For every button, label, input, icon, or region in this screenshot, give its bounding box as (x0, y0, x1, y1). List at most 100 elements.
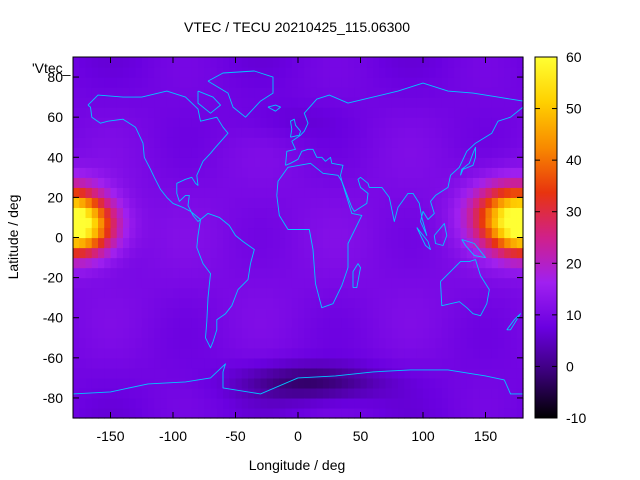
heat-cell (429, 267, 437, 279)
heat-cell (423, 287, 430, 299)
colorbar-tick-label: 50 (566, 101, 582, 117)
heat-cell (410, 57, 418, 68)
heat-cell (116, 117, 124, 128)
heat-cell (285, 237, 293, 249)
heat-cell (448, 397, 455, 409)
heat-cell (298, 177, 305, 188)
heat-cell (123, 387, 130, 399)
heat-cell (216, 77, 224, 88)
heat-cell (104, 237, 112, 249)
heat-cell (435, 107, 443, 118)
heat-cell (204, 227, 212, 239)
heat-cell (166, 157, 174, 168)
heat-cell (416, 177, 424, 188)
heat-cell (354, 237, 362, 249)
colorbar-tick-label: 20 (566, 255, 582, 271)
heat-cell (154, 147, 162, 158)
heat-cell (141, 147, 149, 158)
heat-cell (248, 287, 255, 299)
heat-cell (291, 107, 299, 118)
heat-cell (454, 367, 462, 379)
heat-cell (223, 247, 230, 259)
heat-cell (110, 347, 118, 359)
heat-cell (91, 87, 99, 98)
heat-cell (166, 327, 174, 339)
heat-cell (104, 357, 112, 369)
heat-cell (466, 297, 474, 309)
heat-cell (285, 287, 293, 299)
heat-cell (73, 137, 80, 148)
heat-cell (454, 387, 462, 399)
heat-cell (479, 267, 487, 279)
heat-cell (335, 77, 343, 88)
heat-cell (116, 107, 124, 118)
heat-cell (448, 277, 455, 289)
heat-cell (498, 147, 505, 158)
heat-cell (491, 317, 499, 329)
heat-cell (123, 347, 130, 359)
heat-cell (285, 157, 293, 168)
heat-cell (129, 157, 137, 168)
heat-cell (298, 287, 305, 299)
heat-cell (148, 117, 155, 128)
heat-cell (85, 287, 93, 299)
heat-cell (123, 247, 130, 259)
heat-cell (241, 137, 249, 148)
heat-cell (466, 267, 474, 279)
heat-cell (391, 137, 399, 148)
heat-cell (116, 327, 124, 339)
heat-cell (479, 147, 487, 158)
heat-cell (398, 397, 405, 409)
heat-cell (110, 317, 118, 329)
heat-cell (379, 237, 387, 249)
heat-cell (435, 387, 443, 399)
heat-cell (73, 377, 80, 389)
heat-cell (416, 97, 424, 108)
heat-cell (116, 407, 124, 419)
heat-cell (98, 207, 105, 219)
heat-cell (373, 367, 380, 379)
heat-cell (273, 317, 280, 329)
heat-cell (223, 177, 230, 188)
heat-cell (460, 67, 468, 78)
heat-cell (204, 177, 212, 188)
heat-cell (360, 227, 368, 239)
heat-cell (298, 87, 305, 98)
heat-cell (191, 87, 199, 98)
heat-cell (285, 347, 293, 359)
heat-cell (473, 347, 480, 359)
heat-cell (204, 157, 212, 168)
heat-cell (441, 227, 449, 239)
heat-cell (110, 307, 118, 319)
heat-cell (298, 357, 305, 369)
heat-cell (266, 137, 274, 148)
heat-cell (154, 217, 162, 229)
heat-cell (316, 387, 324, 399)
heat-cell (241, 117, 249, 128)
heat-cell (516, 397, 524, 409)
heat-cell (248, 387, 255, 399)
heat-cell (423, 317, 430, 329)
heat-cell (266, 57, 274, 68)
heat-cell (410, 167, 418, 178)
heat-cell (473, 227, 480, 239)
heat-cell (254, 77, 262, 88)
heat-cell (404, 147, 412, 158)
heat-cell (129, 197, 137, 209)
heat-cell (116, 307, 124, 319)
heat-cell (473, 97, 480, 108)
heat-cell (366, 347, 374, 359)
heat-cell (285, 247, 293, 259)
heat-cell (135, 137, 143, 148)
heat-cell (104, 307, 112, 319)
heat-cell (429, 337, 437, 349)
heat-cell (373, 317, 380, 329)
heat-cell (341, 67, 349, 78)
heat-cell (85, 337, 93, 349)
heat-cell (473, 197, 480, 209)
heat-cell (329, 267, 337, 279)
heat-cell (466, 197, 474, 209)
heat-cell (379, 97, 387, 108)
heat-cell (510, 67, 518, 78)
